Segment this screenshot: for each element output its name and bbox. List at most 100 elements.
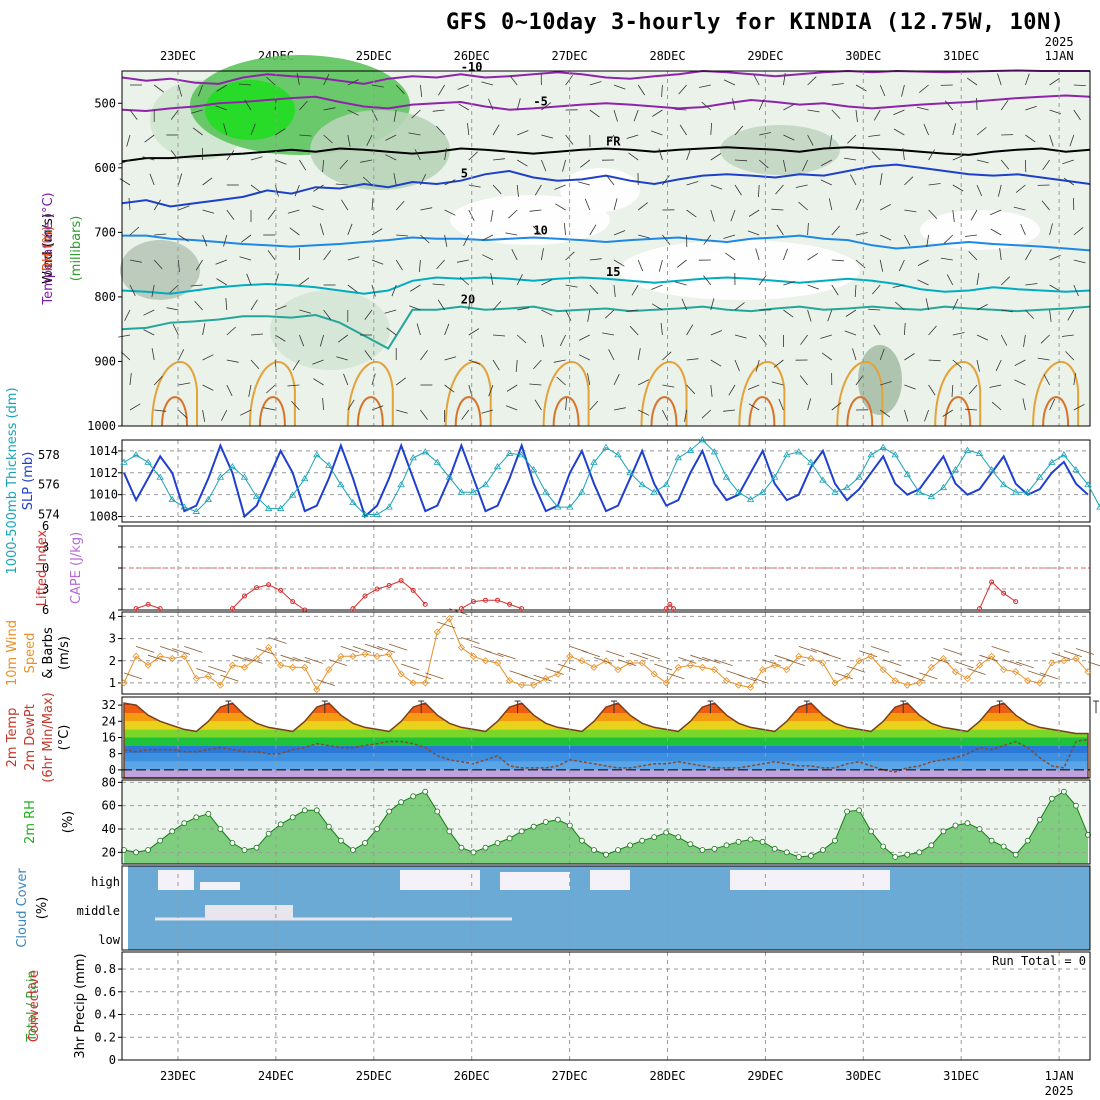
wind-barb	[1049, 223, 1053, 236]
wind-speed-point	[566, 652, 574, 660]
wind-barb	[821, 159, 832, 166]
wind-barb	[1000, 334, 1008, 346]
wind-speed-point	[385, 650, 393, 658]
wind-barb	[244, 99, 252, 111]
wind-barb	[871, 284, 881, 295]
wind-barb	[1073, 84, 1086, 86]
wind-barb	[904, 384, 916, 390]
y-tick-label: 3	[42, 582, 49, 596]
wind-barb	[589, 258, 602, 261]
wind-barb	[626, 134, 639, 139]
y-tick-label: 1010	[89, 488, 118, 502]
wind-speed-line	[123, 617, 1089, 691]
wind-barb	[169, 284, 179, 294]
wind-barb	[347, 79, 359, 86]
wind-barb	[312, 359, 324, 365]
bottom-date-label: 29DEC	[747, 1069, 783, 1083]
panel-axis-label: CAPE (J/kg)	[69, 532, 84, 604]
wind-barb	[468, 297, 471, 311]
wind-barb	[556, 376, 566, 386]
wind-barb	[807, 222, 809, 236]
wind-barb	[391, 284, 397, 297]
thickness-point	[939, 483, 948, 491]
thickness-point	[433, 458, 442, 465]
thickness-point	[975, 449, 984, 456]
wind-barb	[966, 77, 978, 86]
rh-point	[301, 807, 308, 814]
wind-barb	[845, 309, 857, 317]
rh-point	[265, 830, 272, 837]
thickness-point	[819, 476, 827, 483]
wind-barb	[686, 324, 694, 336]
clear-sky-gap	[730, 870, 890, 890]
wind-barb	[850, 174, 857, 186]
surface-wind-barb	[497, 652, 516, 660]
wind-barb	[578, 334, 590, 341]
wind-barb	[1020, 223, 1026, 236]
wind-speed-point	[843, 672, 851, 680]
wind-speed-point	[626, 659, 634, 667]
wind-barb	[541, 159, 547, 172]
thickness-point	[469, 488, 478, 495]
bottom-date-label: 26DEC	[454, 1069, 490, 1083]
thickness-point	[144, 458, 152, 465]
wind-barb	[274, 334, 286, 342]
thickness-point	[542, 488, 550, 495]
wind-speed-point	[1072, 654, 1080, 663]
wind-barb	[926, 234, 929, 247]
thickness-point	[493, 463, 502, 470]
wind-barb	[799, 375, 808, 386]
wind-speed-point	[180, 652, 188, 660]
wind-barb	[916, 106, 929, 111]
wind-barb	[532, 225, 542, 236]
wind-barb	[821, 352, 833, 361]
rh-point	[1024, 837, 1031, 844]
wind-barb	[153, 84, 165, 93]
wind-barb	[124, 309, 131, 321]
thickness-point	[301, 474, 309, 482]
wind-barb	[734, 125, 744, 136]
surface-wind-barb	[1039, 672, 1058, 680]
top-date-label: 28DEC	[649, 49, 685, 63]
rh-point	[458, 844, 465, 851]
thickness-point	[686, 446, 695, 453]
wind-barb	[563, 223, 566, 236]
wind-barb	[1073, 259, 1086, 264]
wind-barb	[1025, 134, 1036, 143]
wind-barb	[968, 251, 978, 261]
wind-barb	[226, 150, 235, 161]
wind-speed-point	[337, 652, 345, 660]
thickness-point	[204, 495, 213, 503]
surface-wind-barb	[292, 657, 311, 664]
surface-wind-barb	[605, 650, 625, 658]
surface-wind-barb	[340, 645, 360, 653]
wind-barb	[202, 354, 214, 361]
wind-barb	[989, 384, 1002, 388]
wind-barb	[239, 256, 252, 261]
clouds-panel-border	[121, 865, 1091, 951]
wind-barb	[153, 199, 161, 211]
wind-barb	[771, 208, 784, 211]
wind-barb	[335, 183, 348, 186]
surface-wind-barb	[678, 657, 697, 664]
wind-barb	[1049, 309, 1052, 322]
lifted-index-point	[458, 606, 464, 612]
y-tick-label: 0	[109, 1053, 116, 1067]
surface-wind-barb	[870, 645, 890, 653]
surface-wind-barb	[437, 621, 456, 629]
warm-contour	[552, 396, 580, 427]
thickness-point	[674, 454, 683, 461]
wind-barb	[855, 109, 858, 122]
wind-barb	[976, 127, 987, 136]
wind-barb	[516, 159, 528, 167]
surface-wind-barb	[1015, 661, 1034, 669]
wind-barb	[650, 130, 663, 136]
wind-barb	[488, 384, 494, 397]
wind-barb	[1037, 357, 1050, 361]
wind-barb	[662, 409, 669, 421]
wind-barb	[879, 173, 883, 186]
thickness-point	[722, 473, 731, 480]
thickness-point	[963, 446, 972, 453]
wind-barb	[1001, 309, 1014, 313]
warm-contour	[934, 361, 982, 427]
